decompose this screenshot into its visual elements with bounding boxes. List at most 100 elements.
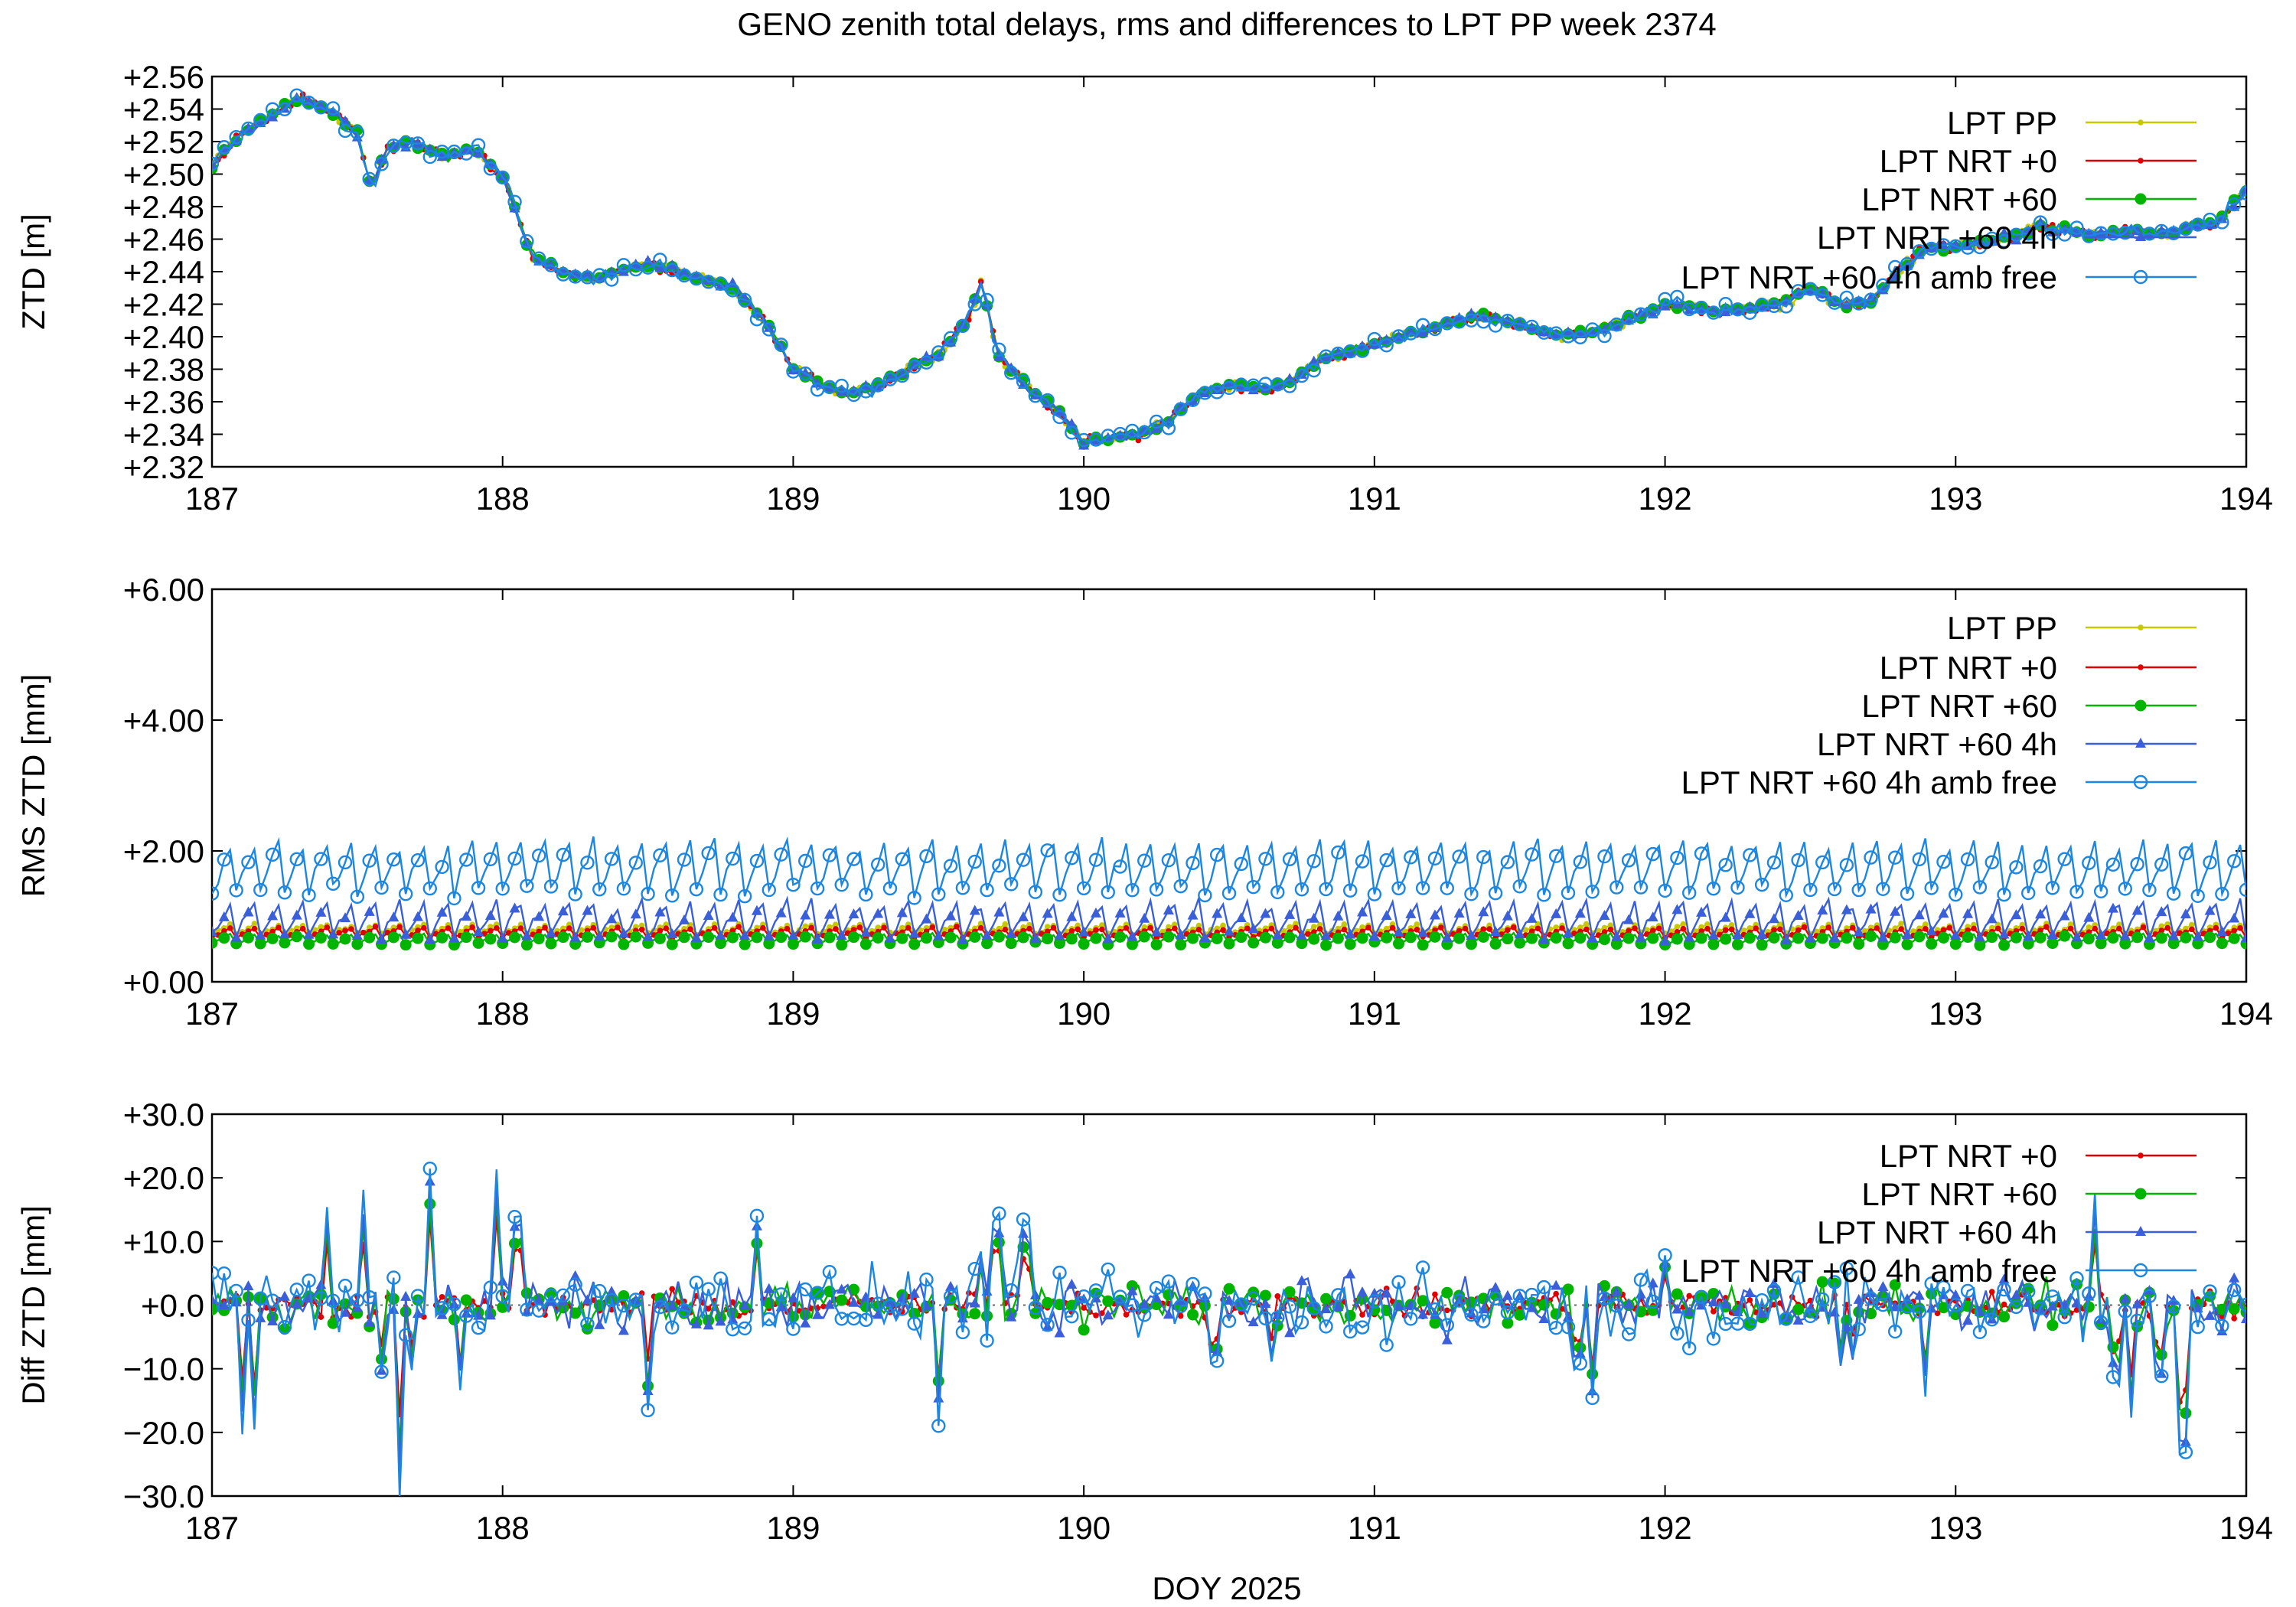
data-point (1553, 1290, 1559, 1297)
data-point (2229, 200, 2240, 211)
data-point (497, 932, 508, 943)
data-point (351, 938, 364, 950)
data-point (848, 931, 860, 944)
data-point (1427, 1302, 1443, 1317)
data-point (557, 1295, 569, 1305)
data-point (1464, 1307, 1479, 1322)
data-point (410, 852, 426, 868)
data-point (992, 1206, 1006, 1221)
data-point (594, 1319, 605, 1329)
data-point (1293, 924, 1299, 931)
data-point (1962, 1315, 1974, 1325)
data-point (339, 933, 351, 945)
data-point (1066, 418, 1078, 429)
data-point (2203, 1284, 2217, 1299)
data-point (657, 927, 664, 934)
data-point (907, 1316, 921, 1331)
data-point (1368, 931, 1380, 941)
data-point (859, 1312, 873, 1328)
data-point (1553, 924, 1559, 931)
data-point (436, 906, 448, 917)
data-point (606, 1286, 618, 1296)
data-point (703, 1319, 714, 1330)
data-point (1147, 924, 1153, 931)
data-point (472, 937, 484, 949)
data-point (954, 923, 960, 930)
data-point (992, 342, 1006, 357)
data-point (1282, 1299, 1297, 1314)
data-point (533, 1294, 545, 1305)
data-point (2166, 226, 2181, 241)
data-point (981, 937, 993, 950)
data-point (2213, 924, 2219, 931)
series-layer (212, 88, 2246, 450)
data-point (739, 930, 751, 940)
data-point (1610, 938, 1623, 950)
data-point (833, 926, 839, 932)
data-point (422, 149, 437, 165)
data-point (1815, 855, 1830, 870)
data-point (737, 292, 752, 308)
y-tick-label: +2.42 (123, 287, 204, 323)
data-point (568, 1277, 582, 1292)
data-point (531, 848, 546, 863)
data-point (1514, 1309, 1526, 1321)
data-point (2019, 925, 2026, 932)
data-point (1728, 926, 1735, 933)
data-point (1123, 1312, 1130, 1318)
data-point (1456, 927, 1463, 934)
data-point (638, 922, 645, 929)
data-point (616, 1298, 631, 1313)
data-point (1466, 930, 1477, 940)
data-point (1756, 928, 1768, 939)
data-point (1310, 929, 1317, 935)
data-point (1900, 1299, 1915, 1314)
data-point (2229, 912, 2240, 923)
data-point (1345, 928, 1356, 939)
data-point (1357, 906, 1368, 917)
data-point (2045, 881, 2060, 895)
data-point (1280, 927, 1287, 934)
data-point (302, 1273, 316, 1288)
data-point (1054, 930, 1065, 940)
data-point (1551, 1279, 1562, 1290)
data-point (1209, 847, 1225, 862)
data-point (943, 331, 958, 346)
data-point (1946, 924, 1953, 931)
data-point (955, 1325, 970, 1340)
data-point (1502, 933, 1514, 945)
data-point (1792, 1314, 1804, 1325)
data-point (1488, 1291, 1503, 1306)
data-point (690, 1318, 702, 1328)
data-point (422, 1161, 437, 1176)
data-point (1670, 850, 1684, 865)
data-point (1368, 338, 1380, 349)
data-point (1720, 306, 1731, 317)
data-point (713, 1271, 728, 1286)
y-tick-label: +2.52 (123, 124, 204, 160)
data-point (1477, 931, 1489, 943)
data-point (1998, 928, 2010, 939)
data-point (374, 880, 389, 895)
data-point (1017, 931, 1029, 944)
data-point (1016, 1212, 1031, 1227)
data-point (1260, 908, 1271, 918)
data-point (2190, 217, 2205, 232)
data-point (318, 1314, 325, 1320)
data-point (1163, 1309, 1174, 1319)
data-point (424, 1198, 436, 1210)
data-point (1294, 1315, 1309, 1330)
data-point (2037, 927, 2043, 934)
y-tick-label: +2.40 (123, 319, 204, 355)
data-point (1890, 905, 1901, 916)
data-point (1743, 848, 1757, 862)
data-point (687, 926, 693, 932)
data-point (484, 1309, 496, 1320)
data-point (859, 887, 873, 902)
data-point (784, 925, 791, 932)
data-point (823, 1299, 835, 1309)
y-tick-label: +2.38 (123, 352, 204, 388)
data-point (2082, 856, 2096, 870)
data-point (856, 924, 863, 931)
data-point (1922, 926, 1929, 932)
